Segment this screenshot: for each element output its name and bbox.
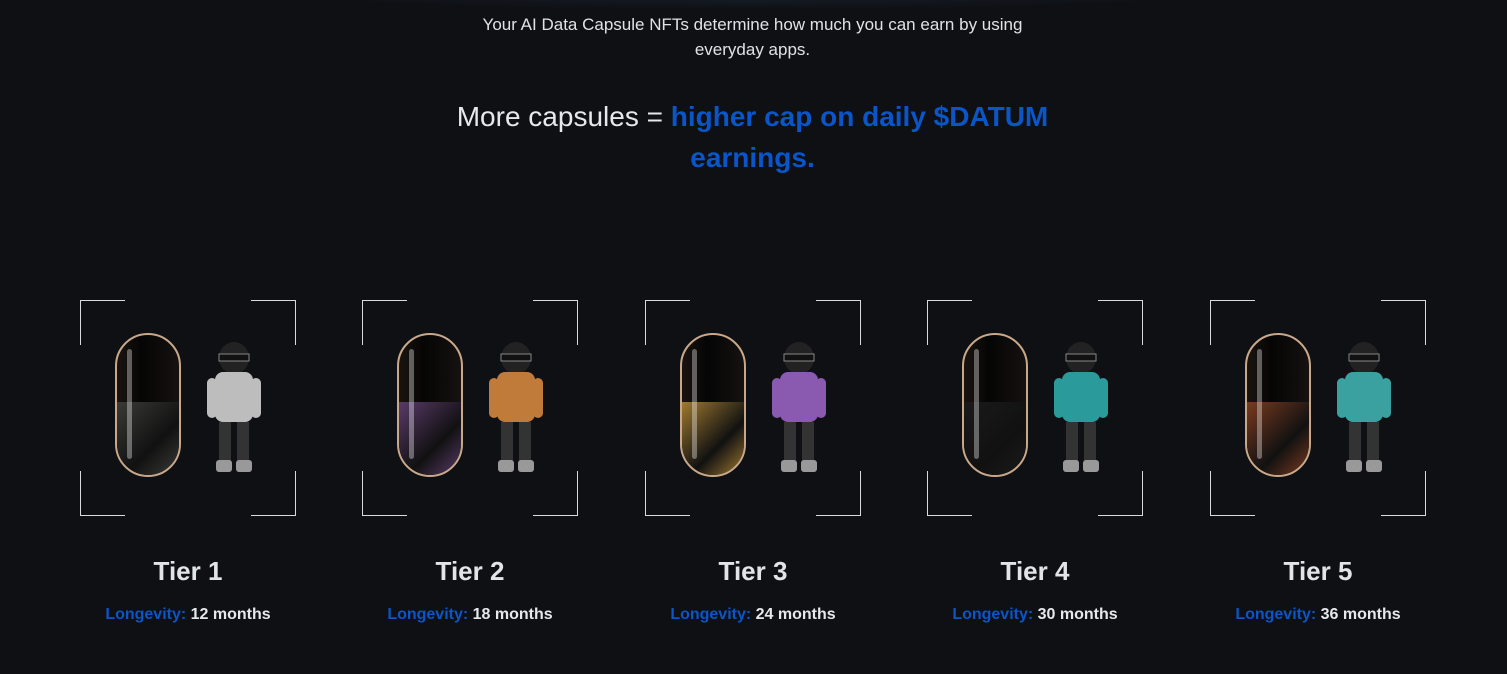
frame-corner: [1381, 471, 1426, 516]
longevity-label: Longevity:: [1235, 606, 1317, 623]
frame-corner: [645, 471, 690, 516]
intro-text: Your AI Data Capsule NFTs determine how …: [482, 15, 1023, 59]
frame-corner: [362, 471, 407, 516]
tier-card: Tier 2 Longevity: 18 months: [362, 300, 578, 624]
tier-longevity: Longevity: 36 months: [1210, 606, 1426, 624]
longevity-label: Longevity:: [952, 606, 1034, 623]
capsule-image: [1245, 333, 1311, 477]
capsule-image: [115, 333, 181, 477]
longevity-value: 24 months: [755, 606, 836, 623]
frame-corner: [251, 471, 296, 516]
tier-longevity: Longevity: 24 months: [645, 606, 861, 624]
capsule-image: [397, 333, 463, 477]
figure-image: [207, 342, 261, 472]
longevity-value: 18 months: [472, 606, 553, 623]
tier-card: Tier 3 Longevity: 24 months: [645, 300, 861, 624]
tier-image-frame: [1210, 300, 1426, 516]
frame-corner: [1098, 300, 1143, 345]
tier-card: Tier 1 Longevity: 12 months: [80, 300, 296, 624]
frame-corner: [645, 300, 690, 345]
capsule-image: [680, 333, 746, 477]
frame-corner: [816, 471, 861, 516]
frame-corner: [1381, 300, 1426, 345]
tier-card: Tier 4 Longevity: 30 months: [927, 300, 1143, 624]
top-glow: [250, 0, 1250, 10]
figure-image: [772, 342, 826, 472]
figure-image: [1054, 342, 1108, 472]
frame-corner: [1210, 471, 1255, 516]
figure-image: [1337, 342, 1391, 472]
figure-image: [489, 342, 543, 472]
frame-corner: [533, 300, 578, 345]
frame-corner: [80, 471, 125, 516]
tier-image-frame: [645, 300, 861, 516]
capsule-image: [962, 333, 1028, 477]
frame-corner: [927, 300, 972, 345]
tier-image-frame: [362, 300, 578, 516]
frame-corner: [251, 300, 296, 345]
frame-corner: [80, 300, 125, 345]
headline-highlight: higher cap on daily $DATUM earnings.: [670, 101, 1049, 173]
longevity-value: 12 months: [190, 606, 271, 623]
tier-longevity: Longevity: 12 months: [80, 606, 296, 624]
tier-longevity: Longevity: 30 months: [927, 606, 1143, 624]
longevity-label: Longevity:: [105, 606, 187, 623]
longevity-label: Longevity:: [670, 606, 752, 623]
longevity-label: Longevity:: [387, 606, 469, 623]
longevity-value: 36 months: [1320, 606, 1401, 623]
tier-title: Tier 5: [1283, 556, 1353, 586]
tier-card: Tier 5 Longevity: 36 months: [1210, 300, 1426, 624]
tier-title: Tier 2: [435, 556, 505, 586]
longevity-value: 30 months: [1037, 606, 1118, 623]
tier-longevity: Longevity: 18 months: [362, 606, 578, 624]
tier-image-frame: [80, 300, 296, 516]
tier-title: Tier 1: [153, 556, 223, 586]
tier-image-frame: [927, 300, 1143, 516]
frame-corner: [1210, 300, 1255, 345]
frame-corner: [927, 471, 972, 516]
tier-title: Tier 4: [1000, 556, 1070, 586]
frame-corner: [816, 300, 861, 345]
headline-plain: More capsules =: [456, 101, 671, 132]
frame-corner: [1098, 471, 1143, 516]
frame-corner: [533, 471, 578, 516]
frame-corner: [362, 300, 407, 345]
tier-title: Tier 3: [718, 556, 788, 586]
headline: More capsules = higher cap on daily $DAT…: [400, 96, 1105, 178]
